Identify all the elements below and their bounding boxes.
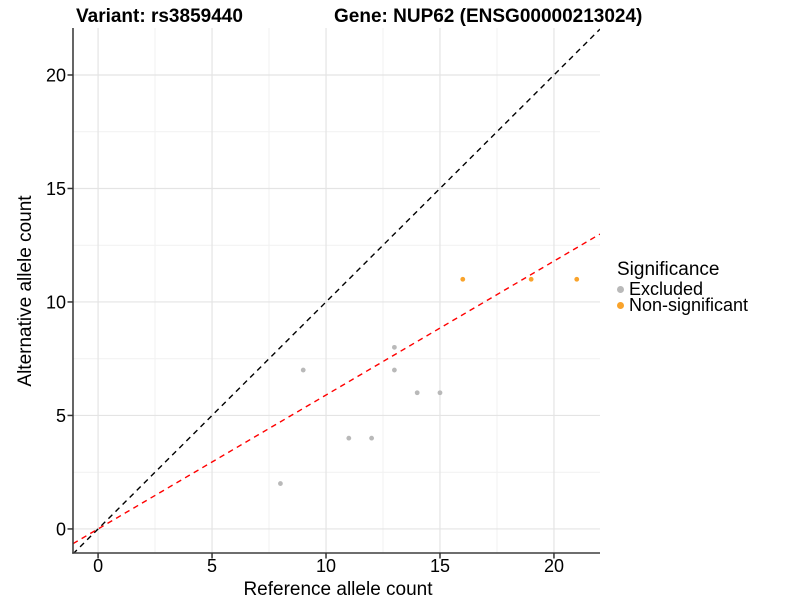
legend-entry: Non-significant [617, 295, 749, 315]
y-axis-title: Alternative allele count [15, 195, 36, 387]
x-tick-label: 15 [430, 556, 450, 576]
legend-dot-icon [617, 285, 624, 293]
x-tick-label: 20 [544, 556, 564, 576]
data-point-excluded [391, 367, 397, 373]
y-tick-label: 20 [46, 65, 66, 85]
y-tick-label: 5 [56, 406, 66, 426]
legend-entry-label: Excluded [629, 279, 704, 299]
data-point-excluded [346, 435, 352, 441]
x-axis-title: Reference allele count [243, 579, 433, 600]
legend-entries: Excluded Non-significant [617, 279, 749, 315]
y-tick-label: 10 [46, 292, 66, 312]
scatter-plot: 0 5 10 15 20 0 5 10 15 20 [46, 28, 600, 576]
y-tick-label: 15 [46, 179, 66, 199]
y-tick-label: 0 [56, 519, 66, 539]
x-tick-label: 5 [207, 556, 217, 576]
data-point-non-significant [528, 276, 534, 282]
gene-title: Gene: NUP62 (ENSG00000213024) [334, 6, 643, 27]
data-point-non-significant [574, 276, 580, 282]
data-point-excluded [369, 435, 375, 441]
data-point-excluded [278, 481, 283, 486]
data-point-non-significant [460, 276, 466, 282]
legend-entry: Excluded [617, 279, 748, 299]
x-tick-label: 0 [93, 556, 103, 576]
legend: Significance Excluded Non-significant [617, 258, 749, 315]
identity-line [73, 28, 600, 553]
data-point-excluded [414, 390, 420, 396]
data-point-excluded [300, 367, 306, 373]
legend-title: Significance [617, 259, 720, 280]
legend-entry-label: Non-significant [629, 295, 749, 315]
fit-line [73, 233, 600, 545]
data-point-excluded [391, 344, 397, 350]
legend-dot-icon [617, 301, 624, 309]
data-point-excluded [437, 390, 443, 396]
variant-title: Variant: rs3859440 [76, 6, 243, 27]
x-tick-label: 10 [316, 556, 336, 576]
